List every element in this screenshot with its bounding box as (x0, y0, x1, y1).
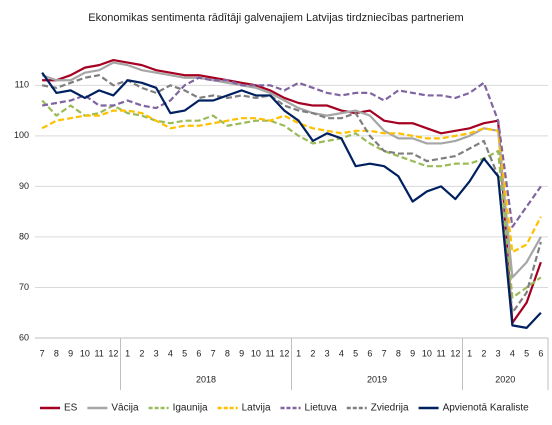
series-line (41, 109, 542, 254)
y-tick-label: 60 (19, 332, 29, 342)
x-tick-label: 10 (422, 348, 432, 358)
x-tick-label: 1 (467, 348, 472, 358)
x-tick-label: 2 (310, 348, 315, 358)
x-tick-label: 9 (410, 348, 415, 358)
x-tick-label: 6 (367, 348, 372, 358)
x-tick-label: 11 (265, 348, 274, 358)
x-tick-label: 5 (353, 348, 358, 358)
group-label: 2019 (367, 374, 387, 384)
legend-label: ES (64, 403, 78, 414)
legend-label: Lietuva (305, 403, 338, 414)
series-line (41, 61, 542, 279)
x-tick-label: 4 (339, 348, 344, 358)
x-tick-label: 12 (450, 348, 460, 358)
y-tick-label: 110 (15, 80, 29, 90)
x-tick-label: 1 (125, 348, 130, 358)
series-line (41, 72, 542, 329)
x-tick-label: 5 (524, 348, 529, 358)
legend-label: Apvienotā Karaliste (443, 403, 530, 414)
x-tick-label: 12 (108, 348, 118, 358)
x-tick-label: 8 (396, 348, 401, 358)
x-tick-label: 8 (54, 348, 59, 358)
group-label: 2018 (196, 374, 216, 384)
x-tick-label: 2 (139, 348, 144, 358)
group-label: 2020 (495, 374, 515, 384)
x-tick-label: 1 (296, 348, 301, 358)
y-tick-label: 80 (19, 231, 29, 241)
x-tick-label: 4 (510, 348, 515, 358)
legend-label: Vācija (111, 403, 139, 414)
x-tick-label: 11 (94, 348, 103, 358)
x-tick-label: 7 (40, 348, 45, 358)
x-tick-label: 5 (182, 348, 187, 358)
y-tick-label: 100 (14, 130, 29, 140)
series-line (41, 76, 542, 228)
x-tick-label: 3 (325, 348, 330, 358)
series-line (42, 58, 542, 324)
x-tick-label: 4 (168, 348, 173, 358)
series-line (41, 99, 542, 299)
x-tick-label: 7 (382, 348, 387, 358)
legend-label: Zviedrija (371, 403, 409, 414)
chart-title: Ekonomikas sentimenta rādītāji galvenaji… (88, 12, 463, 24)
x-tick-label: 6 (196, 348, 201, 358)
x-tick-label: 10 (251, 348, 261, 358)
x-tick-label: 6 (538, 348, 543, 358)
x-tick-label: 7 (211, 348, 216, 358)
x-tick-label: 2 (481, 348, 486, 358)
x-tick-label: 9 (68, 348, 73, 358)
x-tick-label: 12 (279, 348, 289, 358)
x-tick-label: 8 (225, 348, 230, 358)
x-tick-label: 3 (496, 348, 501, 358)
series-line (41, 74, 542, 314)
y-tick-label: 70 (19, 282, 29, 292)
legend-label: Igaunija (173, 403, 208, 414)
y-tick-label: 90 (19, 181, 29, 191)
legend-label: Latvija (242, 403, 271, 414)
x-tick-label: 11 (436, 348, 445, 358)
x-tick-label: 9 (239, 348, 244, 358)
x-tick-label: 10 (80, 348, 90, 358)
x-tick-label: 3 (154, 348, 159, 358)
